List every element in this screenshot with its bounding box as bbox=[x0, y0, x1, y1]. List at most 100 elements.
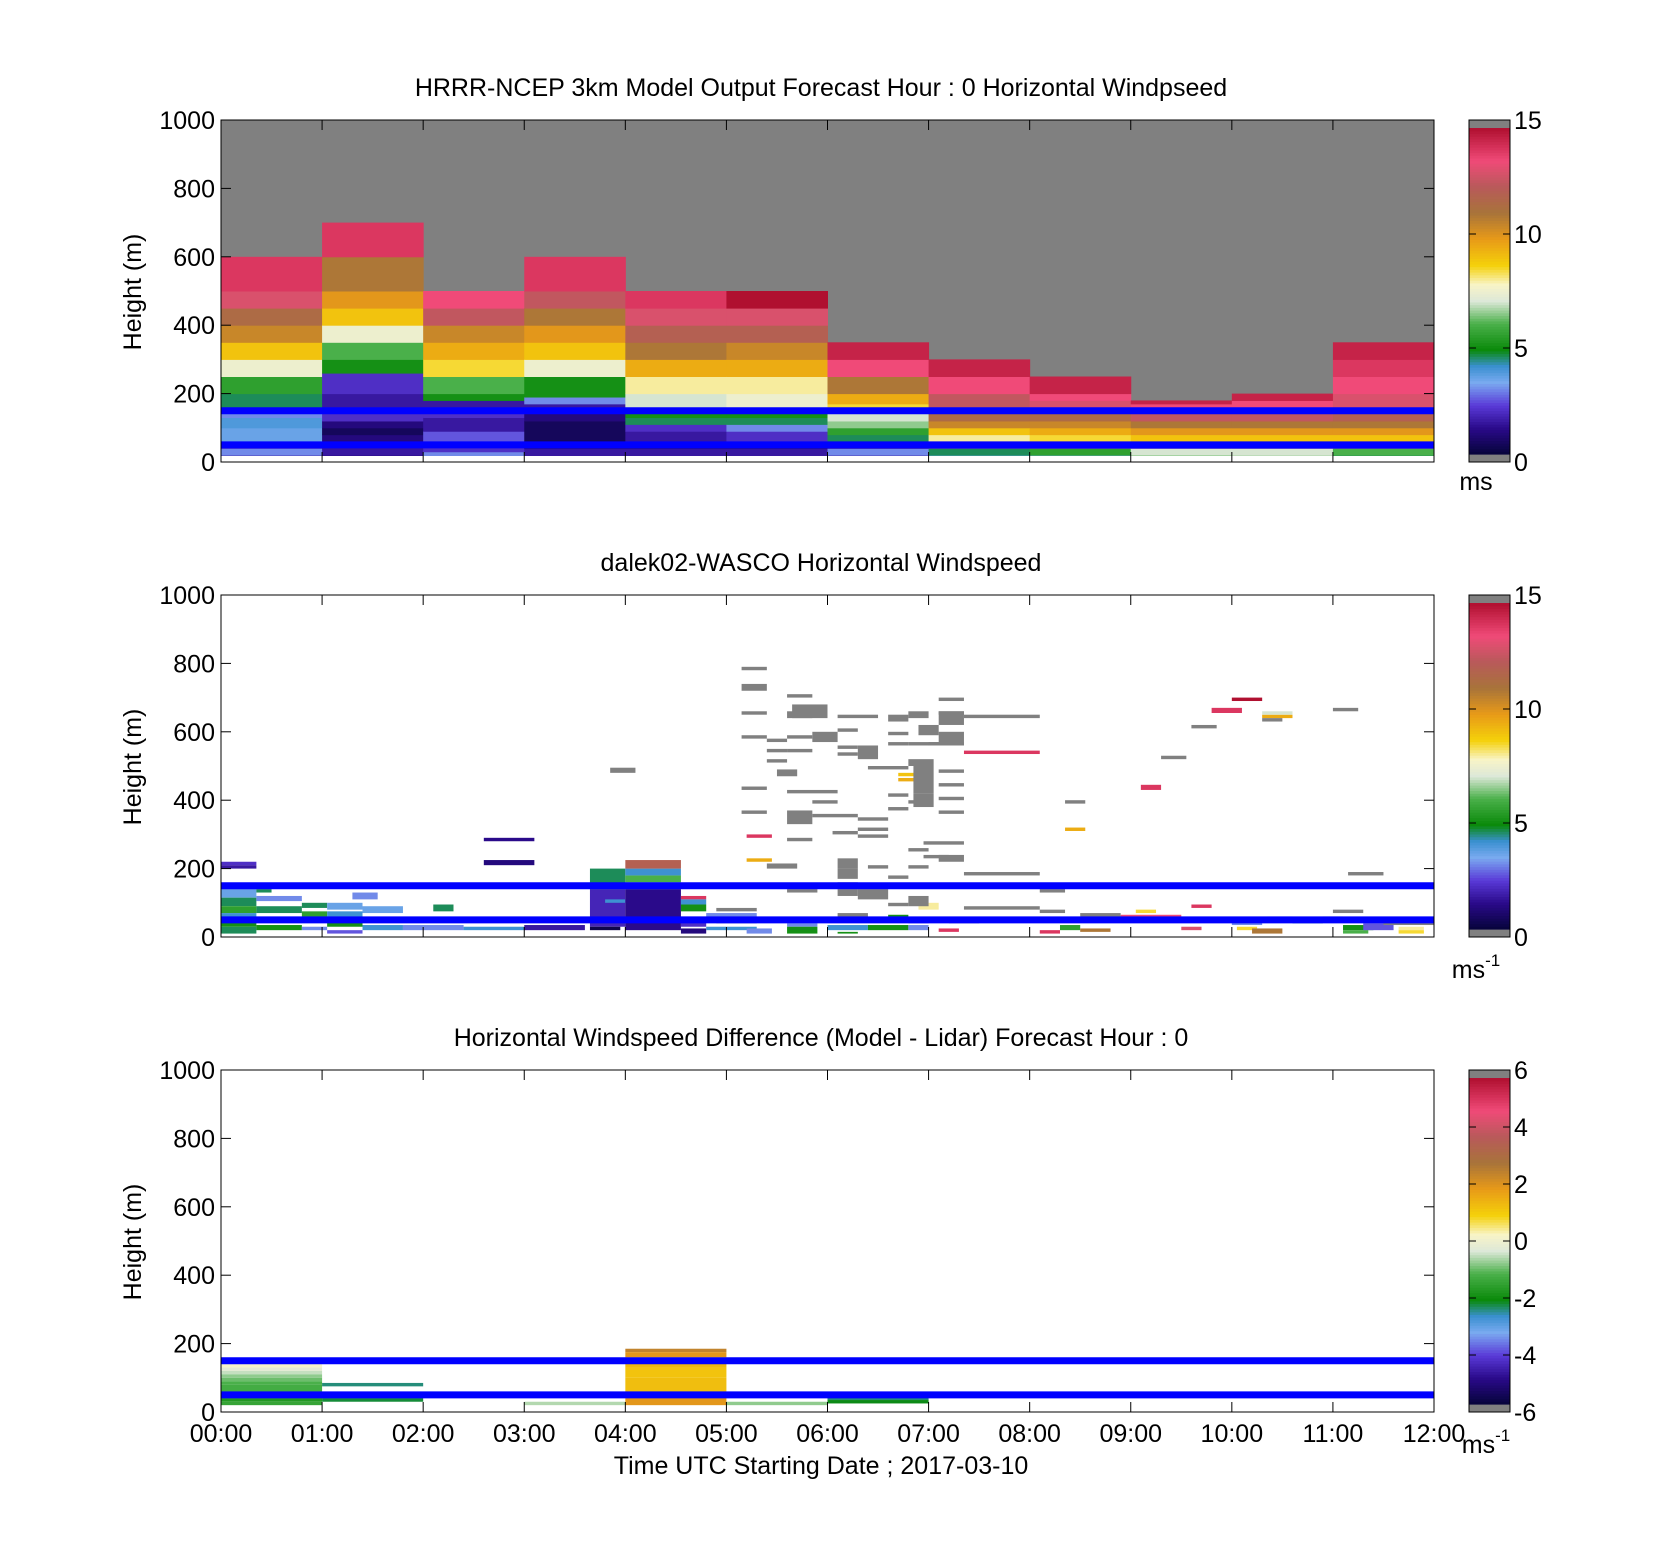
x-axis-label: Time UTC Starting Date ; 2017-03-10 bbox=[614, 1452, 1029, 1480]
data-cell bbox=[221, 1398, 323, 1402]
colorbar-swatch bbox=[1469, 296, 1510, 300]
colorbar-swatch bbox=[1469, 220, 1510, 224]
colorbar-swatch bbox=[1469, 1110, 1510, 1114]
colorbar-swatch bbox=[1469, 323, 1510, 327]
data-cell bbox=[1029, 427, 1132, 436]
data-cell bbox=[625, 291, 727, 309]
data-cell bbox=[963, 872, 1040, 876]
colorbar-swatch bbox=[1469, 1116, 1510, 1120]
colorbar-swatch bbox=[1469, 662, 1510, 667]
colorbar-swatch bbox=[1469, 1265, 1510, 1269]
data-cell bbox=[741, 711, 767, 715]
data-cell bbox=[913, 793, 934, 808]
colorbar-swatch bbox=[1469, 660, 1510, 664]
colorbar-swatch bbox=[1469, 681, 1510, 686]
data-cell bbox=[327, 930, 363, 934]
colorbar-swatch bbox=[1469, 399, 1510, 403]
data-cell bbox=[726, 424, 828, 432]
colorbar-swatch bbox=[1469, 394, 1510, 398]
colorbar-swatch bbox=[1469, 918, 1510, 922]
colorbar-swatch bbox=[1469, 1227, 1510, 1231]
colorbar-swatch bbox=[1469, 166, 1510, 170]
data-cell bbox=[741, 735, 767, 739]
colorbar-swatch bbox=[1469, 429, 1510, 433]
colorbar-swatch bbox=[1469, 1216, 1510, 1220]
data-cell bbox=[938, 731, 964, 746]
data-cell bbox=[1065, 827, 1086, 831]
data-cell bbox=[741, 810, 767, 814]
colorbar-swatch bbox=[1469, 231, 1510, 235]
data-cell bbox=[322, 359, 424, 374]
data-cell bbox=[1262, 711, 1293, 715]
data-cell bbox=[726, 431, 828, 442]
data-cell bbox=[1332, 393, 1435, 412]
data-cell bbox=[625, 342, 727, 360]
data-cell bbox=[726, 308, 828, 326]
colorbar-swatch bbox=[1469, 255, 1510, 259]
colorbar-swatch bbox=[1469, 635, 1510, 639]
data-cell bbox=[827, 1400, 929, 1404]
data-cell bbox=[301, 926, 328, 931]
data-cell bbox=[327, 921, 363, 927]
colorbar-swatch bbox=[1469, 665, 1510, 669]
colorbar-swatch bbox=[1469, 1094, 1510, 1098]
colorbar-swatch bbox=[1469, 217, 1510, 221]
colorbar-swatch bbox=[1469, 793, 1510, 797]
colorbar-swatch bbox=[1469, 225, 1510, 230]
data-cell bbox=[625, 376, 727, 395]
colorbar-swatch bbox=[1469, 1132, 1510, 1136]
colorbar: -6 -4 -2 0 2 4 6 bbox=[1468, 1057, 1536, 1427]
panel-3-unit-exponent: -1 bbox=[1495, 1426, 1510, 1445]
colorbar-swatch bbox=[1469, 1088, 1510, 1093]
colorbar-swatch bbox=[1469, 842, 1510, 846]
colorbar-swatch bbox=[1469, 804, 1510, 808]
colorbar-swatch bbox=[1469, 1178, 1510, 1182]
data-cell bbox=[322, 1382, 424, 1387]
colorbar-swatch bbox=[1469, 1192, 1510, 1196]
colorbar-swatch bbox=[1469, 828, 1510, 832]
colorbar-swatch bbox=[1469, 326, 1510, 330]
panel-lidar-observations: dalek02-WASCO Horizontal Windspeed Heigh… bbox=[119, 549, 1542, 984]
data-cell bbox=[221, 1381, 323, 1385]
data-cell bbox=[1398, 926, 1424, 931]
data-cell bbox=[221, 448, 323, 456]
colorbar-swatch bbox=[1469, 736, 1510, 740]
colorbar-swatch bbox=[1469, 1314, 1510, 1318]
colorbar-swatch bbox=[1469, 236, 1510, 240]
colorbar-swatch bbox=[1469, 160, 1510, 164]
colorbar-swatch bbox=[1469, 1273, 1510, 1277]
colorbar-swatch bbox=[1469, 825, 1510, 830]
data-cell bbox=[221, 410, 323, 419]
colorbar-swatch bbox=[1469, 861, 1510, 865]
colorbar-swatch bbox=[1469, 358, 1510, 363]
panel-3-unit-base: ms bbox=[1462, 1431, 1495, 1459]
colorbar-swatch bbox=[1469, 1197, 1510, 1201]
colorbar-swatch bbox=[1469, 1235, 1510, 1239]
data-cell bbox=[1332, 909, 1364, 914]
data-cell bbox=[1252, 928, 1283, 934]
panel-model-output: HRRR-NCEP 3km Model Output Forecast Hour… bbox=[119, 74, 1542, 496]
colorbar-swatch bbox=[1469, 874, 1510, 878]
data-cell bbox=[625, 1352, 727, 1358]
data-cell bbox=[221, 359, 323, 377]
y-tick-label: 600 bbox=[173, 244, 215, 272]
data-cell bbox=[746, 834, 772, 838]
colorbar-swatch bbox=[1469, 1260, 1510, 1264]
data-cell bbox=[221, 906, 257, 914]
colorbar-swatch bbox=[1469, 353, 1510, 357]
data-cell bbox=[787, 837, 813, 842]
colorbar-swatch bbox=[1469, 1118, 1510, 1123]
colorbar-swatch bbox=[1469, 1143, 1510, 1147]
data-cell bbox=[221, 325, 323, 343]
data-cell bbox=[827, 376, 930, 395]
data-cell bbox=[256, 889, 272, 893]
colorbar-swatch bbox=[1469, 798, 1510, 802]
x-tick-label: 10:00 bbox=[1201, 1420, 1264, 1448]
data-cell bbox=[766, 863, 798, 869]
colorbar-swatch bbox=[1469, 1292, 1510, 1296]
colorbar-swatch bbox=[1469, 1137, 1510, 1142]
data-cell bbox=[1130, 410, 1233, 422]
data-cell bbox=[680, 904, 707, 912]
colorbar-swatch bbox=[1469, 1352, 1510, 1356]
colorbar-cap-top bbox=[1469, 1070, 1510, 1078]
